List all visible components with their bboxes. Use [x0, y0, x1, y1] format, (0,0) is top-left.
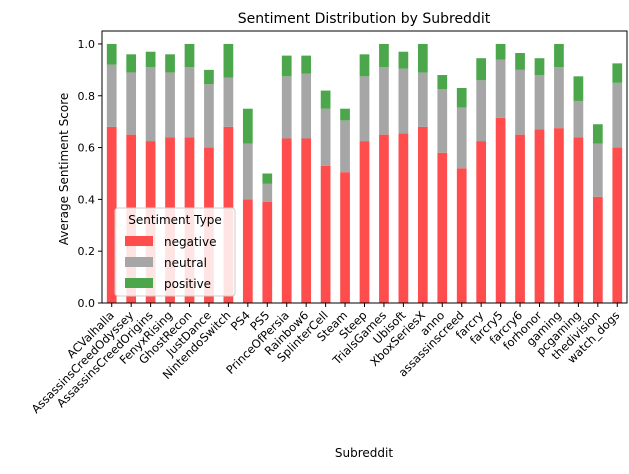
bar-neutral-thedivision [592, 143, 603, 197]
bar-neutral-Ubisoft [398, 68, 409, 134]
bar-positive-JustDance [204, 69, 214, 85]
bar-neutral-AssassinsCreedOrigins [145, 67, 156, 142]
bar-positive-Steam [340, 108, 350, 121]
bar-positive-PS5 [262, 173, 273, 184]
legend-label-neutral: neutral [164, 256, 207, 270]
bar-negative-farcry [476, 141, 487, 303]
bar-negative-forhonor [534, 129, 545, 303]
bar-neutral-pcgaming [573, 100, 584, 138]
bar-positive-pcgaming [573, 76, 584, 101]
legend-swatch-negative [125, 236, 153, 246]
bar-positive-XboxSeriesX [417, 43, 428, 73]
y-tick-label: 0.4 [78, 193, 96, 206]
bar-neutral-watch_dogs [612, 82, 623, 148]
legend-label-positive: positive [164, 277, 211, 291]
bar-neutral-Steep [359, 76, 370, 142]
bar-neutral-farcry5 [495, 59, 506, 118]
bar-positive-forhonor [534, 58, 545, 76]
bar-neutral-AssassinsCreedOdyssey [126, 72, 137, 135]
bar-positive-PS4 [242, 108, 253, 144]
legend-label-negative: negative [164, 235, 216, 249]
bar-neutral-farcry6 [515, 69, 525, 135]
bar-positive-AssassinsCreedOrigins [145, 51, 156, 68]
bar-neutral-gaming [554, 67, 564, 129]
bar-neutral-farcry [476, 80, 487, 142]
bar-neutral-PS4 [242, 143, 253, 200]
y-tick-label: 1.0 [78, 38, 96, 51]
bar-negative-PS4 [242, 199, 253, 303]
bar-positive-watch_dogs [612, 63, 623, 83]
y-tick-label: 0.0 [78, 297, 96, 310]
bar-neutral-GhostRecon [184, 67, 195, 138]
bar-neutral-Steam [340, 120, 350, 173]
bar-positive-Steep [359, 54, 370, 77]
bar-positive-TrialsGames [379, 43, 389, 68]
bar-negative-watch_dogs [612, 147, 623, 303]
legend-swatch-positive [125, 278, 153, 288]
bar-negative-ACValhalla [106, 126, 117, 303]
legend-swatch-neutral [125, 257, 153, 267]
bar-positive-PrinceOfPersia [281, 55, 292, 77]
bar-negative-SplinterCell [320, 165, 331, 303]
bar-negative-thedivision [592, 196, 603, 303]
bar-neutral-assassinscreed [456, 107, 467, 169]
legend: Sentiment Type negative neutral positive [114, 207, 236, 297]
bar-neutral-FenyxRising [165, 72, 175, 138]
bar-neutral-forhonor [534, 75, 545, 130]
bar-positive-farcry6 [515, 53, 525, 70]
bar-positive-assassinscreed [456, 87, 467, 108]
chart-title: Sentiment Distribution by Subreddit [238, 11, 491, 27]
bar-positive-AssassinsCreedOdyssey [126, 54, 137, 73]
bar-negative-PrinceOfPersia [281, 138, 292, 303]
bar-negative-gaming [554, 128, 564, 303]
bar-neutral-Rainbow6 [301, 73, 312, 139]
bar-neutral-PrinceOfPersia [281, 76, 292, 139]
bar-negative-Rainbow6 [301, 138, 312, 303]
y-tick-label: 0.8 [78, 90, 96, 103]
legend-frame [114, 207, 236, 297]
bar-neutral-JustDance [204, 84, 214, 148]
bar-negative-farcry5 [495, 117, 506, 303]
y-tick-label: 0.6 [78, 142, 96, 155]
bar-negative-Steep [359, 141, 370, 303]
bar-positive-SplinterCell [320, 90, 331, 109]
bar-neutral-XboxSeriesX [417, 72, 428, 127]
bar-neutral-NintendoSwitch [223, 77, 234, 127]
bar-negative-Steam [340, 172, 350, 303]
bar-positive-Ubisoft [398, 51, 409, 69]
bar-neutral-ACValhalla [106, 64, 117, 127]
bar-positive-anno [437, 75, 448, 90]
bar-positive-Rainbow6 [301, 55, 312, 74]
y-tick-label: 0.2 [78, 245, 96, 258]
bar-positive-farcry5 [495, 43, 506, 60]
legend-title: Sentiment Type [128, 213, 221, 227]
bar-negative-PS5 [262, 201, 273, 303]
bar-positive-NintendoSwitch [223, 43, 234, 78]
bar-negative-Ubisoft [398, 133, 409, 303]
bar-positive-thedivision [592, 124, 603, 144]
bar-positive-gaming [554, 43, 564, 68]
y-axis-label: Average Sentiment Score [57, 93, 71, 246]
bar-negative-XboxSeriesX [417, 126, 428, 303]
bar-neutral-PS5 [262, 183, 273, 202]
bar-positive-GhostRecon [184, 43, 195, 68]
bar-negative-assassinscreed [456, 168, 467, 303]
bar-neutral-anno [437, 89, 448, 153]
x-axis-label: Subreddit [335, 446, 393, 460]
bar-positive-FenyxRising [165, 54, 175, 73]
bar-neutral-TrialsGames [379, 67, 389, 135]
bar-positive-ACValhalla [106, 43, 117, 65]
bar-negative-anno [437, 152, 448, 303]
bar-negative-farcry6 [515, 134, 525, 303]
bar-negative-pcgaming [573, 137, 584, 303]
bar-positive-farcry [476, 58, 487, 81]
bar-negative-TrialsGames [379, 134, 389, 303]
bar-neutral-SplinterCell [320, 108, 331, 166]
